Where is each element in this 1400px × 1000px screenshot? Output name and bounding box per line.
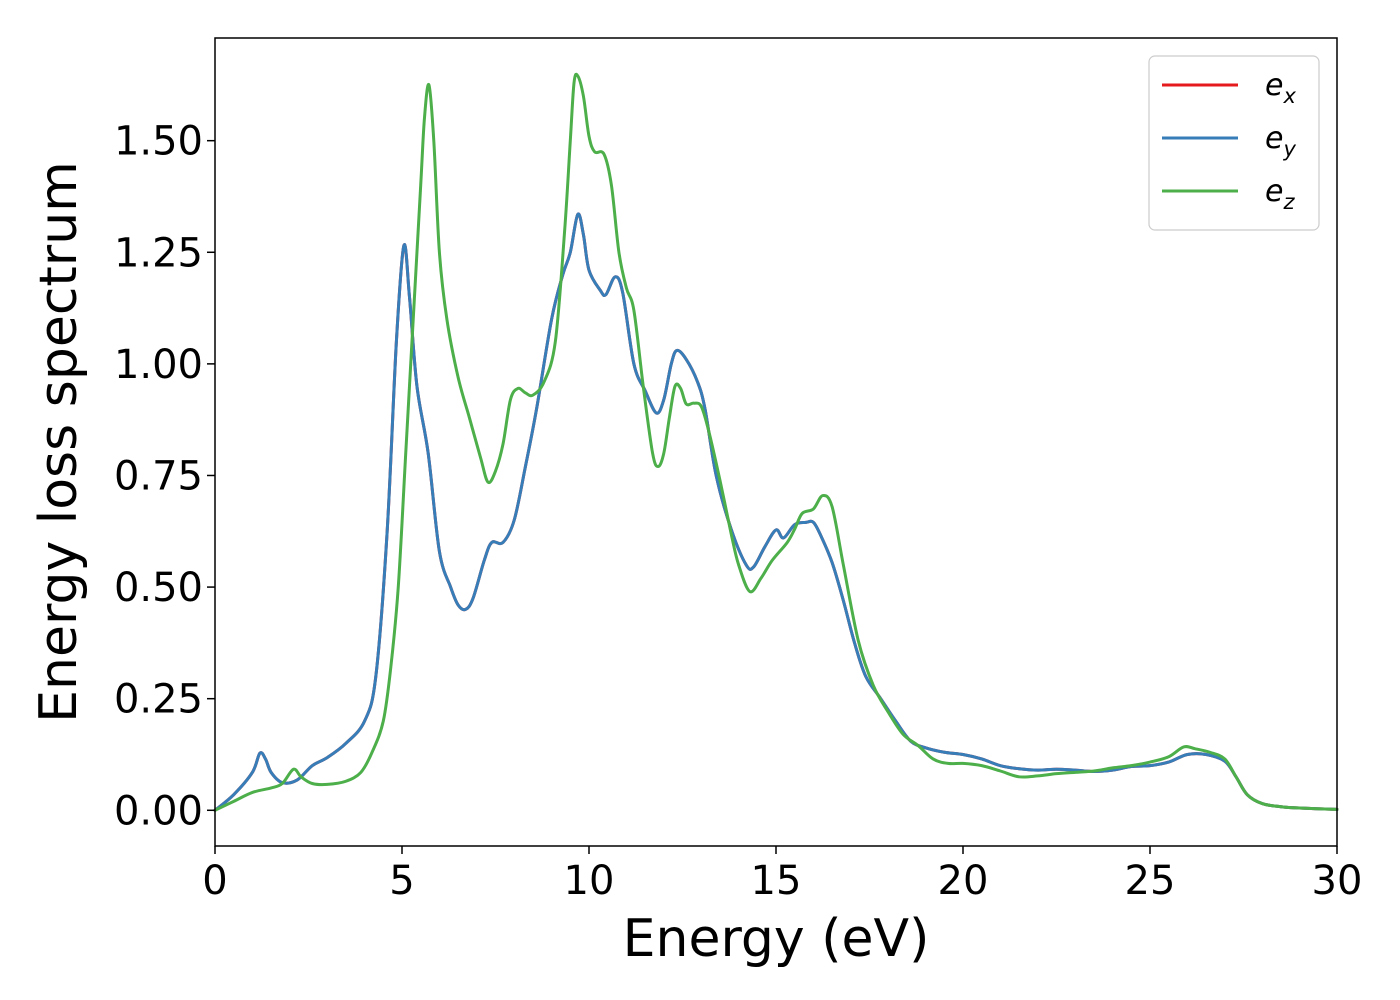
- legend-label-subscript: x: [1282, 84, 1296, 108]
- y-tick-label: 0.50: [114, 565, 203, 611]
- legend-box: [1148, 55, 1320, 231]
- legend-label-subscript: y: [1282, 137, 1296, 161]
- y-tick-label: 0.75: [114, 453, 203, 499]
- x-tick-label: 5: [389, 858, 414, 904]
- y-tick-label: 0.00: [114, 788, 203, 834]
- legend-label-e-z: ez: [1265, 174, 1295, 214]
- legend-label-e-x: ex: [1265, 68, 1296, 108]
- y-axis-title: Energy loss spectrum: [29, 161, 89, 723]
- x-axis-title: Energy (eV): [623, 909, 930, 969]
- y-axis-ticks: 0.00 0.25 0.50 0.75 1.00 1.25 1.50: [114, 119, 215, 834]
- y-tick-label: 1.00: [114, 342, 203, 388]
- y-tick-label: 1.25: [114, 230, 203, 276]
- y-tick-label: 0.25: [114, 677, 203, 723]
- x-tick-label: 25: [1125, 858, 1176, 904]
- data-curves: [213, 72, 1339, 812]
- series-line-e-z: [213, 72, 1339, 812]
- x-tick-label: 0: [202, 858, 227, 904]
- x-tick-label: 20: [938, 858, 989, 904]
- legend-label-base: e: [1265, 121, 1283, 156]
- x-tick-label: 10: [564, 858, 615, 904]
- x-tick-label: 15: [751, 858, 802, 904]
- legend-label-base: e: [1265, 174, 1283, 209]
- legend-label-subscript: z: [1282, 190, 1295, 214]
- series-line-e-y: [213, 212, 1339, 812]
- legend-label-base: e: [1265, 68, 1283, 103]
- legend-label-e-y: ey: [1265, 121, 1296, 161]
- y-tick-label: 1.50: [114, 119, 203, 165]
- x-tick-label: 30: [1312, 858, 1363, 904]
- x-axis-ticks: 0 5 10 15 20 25 30: [202, 846, 1362, 904]
